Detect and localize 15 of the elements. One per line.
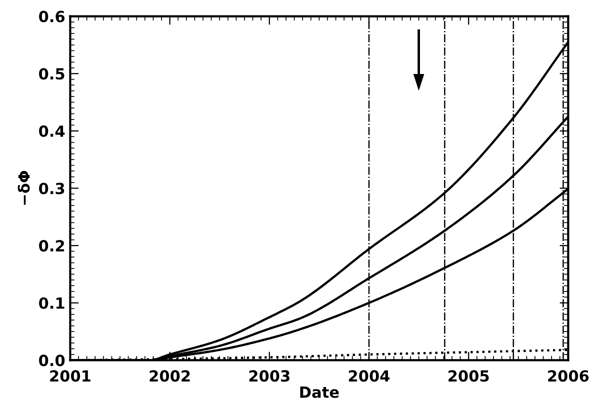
x-axis-title: Date [300, 386, 339, 398]
y-tick-label: 0.2 [39, 240, 64, 252]
y-tick-label: 0.0 [39, 354, 65, 366]
y-tick-label: 0.6 [39, 10, 65, 22]
y-tick-label: 0.4 [39, 125, 65, 137]
y-tick-label: 0.5 [39, 68, 64, 80]
x-tick-label: 2004 [348, 370, 390, 382]
x-tick-label: 2002 [150, 370, 190, 382]
x-tick-label: 2003 [249, 370, 290, 382]
x-tick-label: 2006 [548, 370, 589, 382]
y-axis-title: −δΦ [18, 170, 30, 205]
x-tick-label: 2001 [50, 370, 90, 382]
x-tick-label: 2005 [448, 370, 489, 382]
y-tick-label: 0.3 [39, 182, 64, 194]
y-tick-label: 0.1 [39, 297, 64, 309]
